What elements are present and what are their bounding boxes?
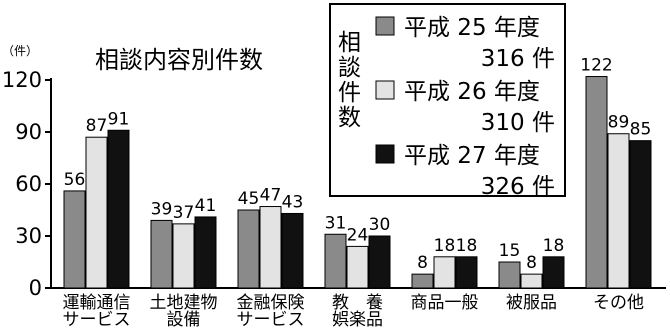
bar [411,273,434,289]
bar [498,261,521,289]
category-label: 運輸通信 [63,293,131,313]
data-label: 91 [108,109,130,129]
y-axis-unit: （件） [2,44,38,58]
data-label: 43 [282,192,304,212]
category-label: サービス [63,310,131,330]
data-label: 37 [173,203,195,223]
bar [237,209,260,289]
y-tick-label: 30 [15,224,42,248]
data-label: 15 [499,241,521,261]
y-tick-label: 90 [15,120,42,144]
legend-swatch [375,144,395,164]
data-label: 39 [151,199,173,219]
legend-heading-char: 相 [338,30,361,56]
chart-title: 相談内容別件数 [95,46,263,74]
data-label: 85 [630,120,652,140]
category-label: 被服品 [506,293,557,313]
legend-series-total: 326 件 [481,174,555,200]
data-label: 24 [347,225,369,245]
y-tick-label: 120 [2,68,42,92]
bar [368,235,391,289]
bar [607,133,630,289]
bar [585,76,608,289]
data-label: 89 [608,113,630,133]
y-tick-label: 60 [15,172,42,196]
legend-swatch [375,16,395,36]
bar [324,233,347,289]
category-label: サービス [237,310,305,330]
bar [455,256,478,289]
data-label: 56 [64,170,86,190]
category-label: 教 養 [332,293,383,313]
bar [259,206,282,289]
legend-series-total: 316 件 [481,46,555,72]
data-label: 31 [325,213,347,233]
data-label: 18 [456,236,478,256]
legend-box [329,3,566,197]
data-label: 45 [238,189,260,209]
legend-series-name: 平成 26 年度 [404,79,540,105]
y-tick-label: 0 [29,276,42,300]
legend-heading-char: 数 [338,105,361,131]
bar [107,129,130,289]
data-label: 122 [580,56,612,76]
data-label: 8 [526,253,537,273]
data-label: 47 [260,186,282,206]
bar [346,245,369,289]
legend-swatch [375,80,395,100]
data-label: 87 [86,116,108,136]
bar [63,190,86,289]
category-label: 土地建物 [150,293,218,313]
data-label: 41 [195,196,217,216]
bar [520,273,543,289]
category-label: 設備 [167,310,201,330]
bar [433,256,456,289]
bars [63,76,652,289]
bar [629,140,652,289]
data-label: 18 [543,236,565,256]
legend-series-name: 平成 25 年度 [404,15,540,41]
bar [194,216,217,289]
category-label: 娯楽品 [332,310,383,330]
legend-series-total: 310 件 [481,110,555,136]
bar [150,219,173,289]
bar [85,136,108,289]
data-label: 8 [417,253,428,273]
bar [281,212,304,289]
legend-heading-char: 件 [338,80,361,106]
category-label: 商品一般 [411,293,479,313]
legend-series-name: 平成 27 年度 [404,143,540,169]
category-label: その他 [593,293,644,313]
category-label: 金融保険 [237,293,305,313]
bar [542,256,565,289]
data-label: 30 [369,215,391,235]
data-label: 18 [434,236,456,256]
bar [172,223,195,289]
legend-heading-char: 談 [338,55,361,81]
